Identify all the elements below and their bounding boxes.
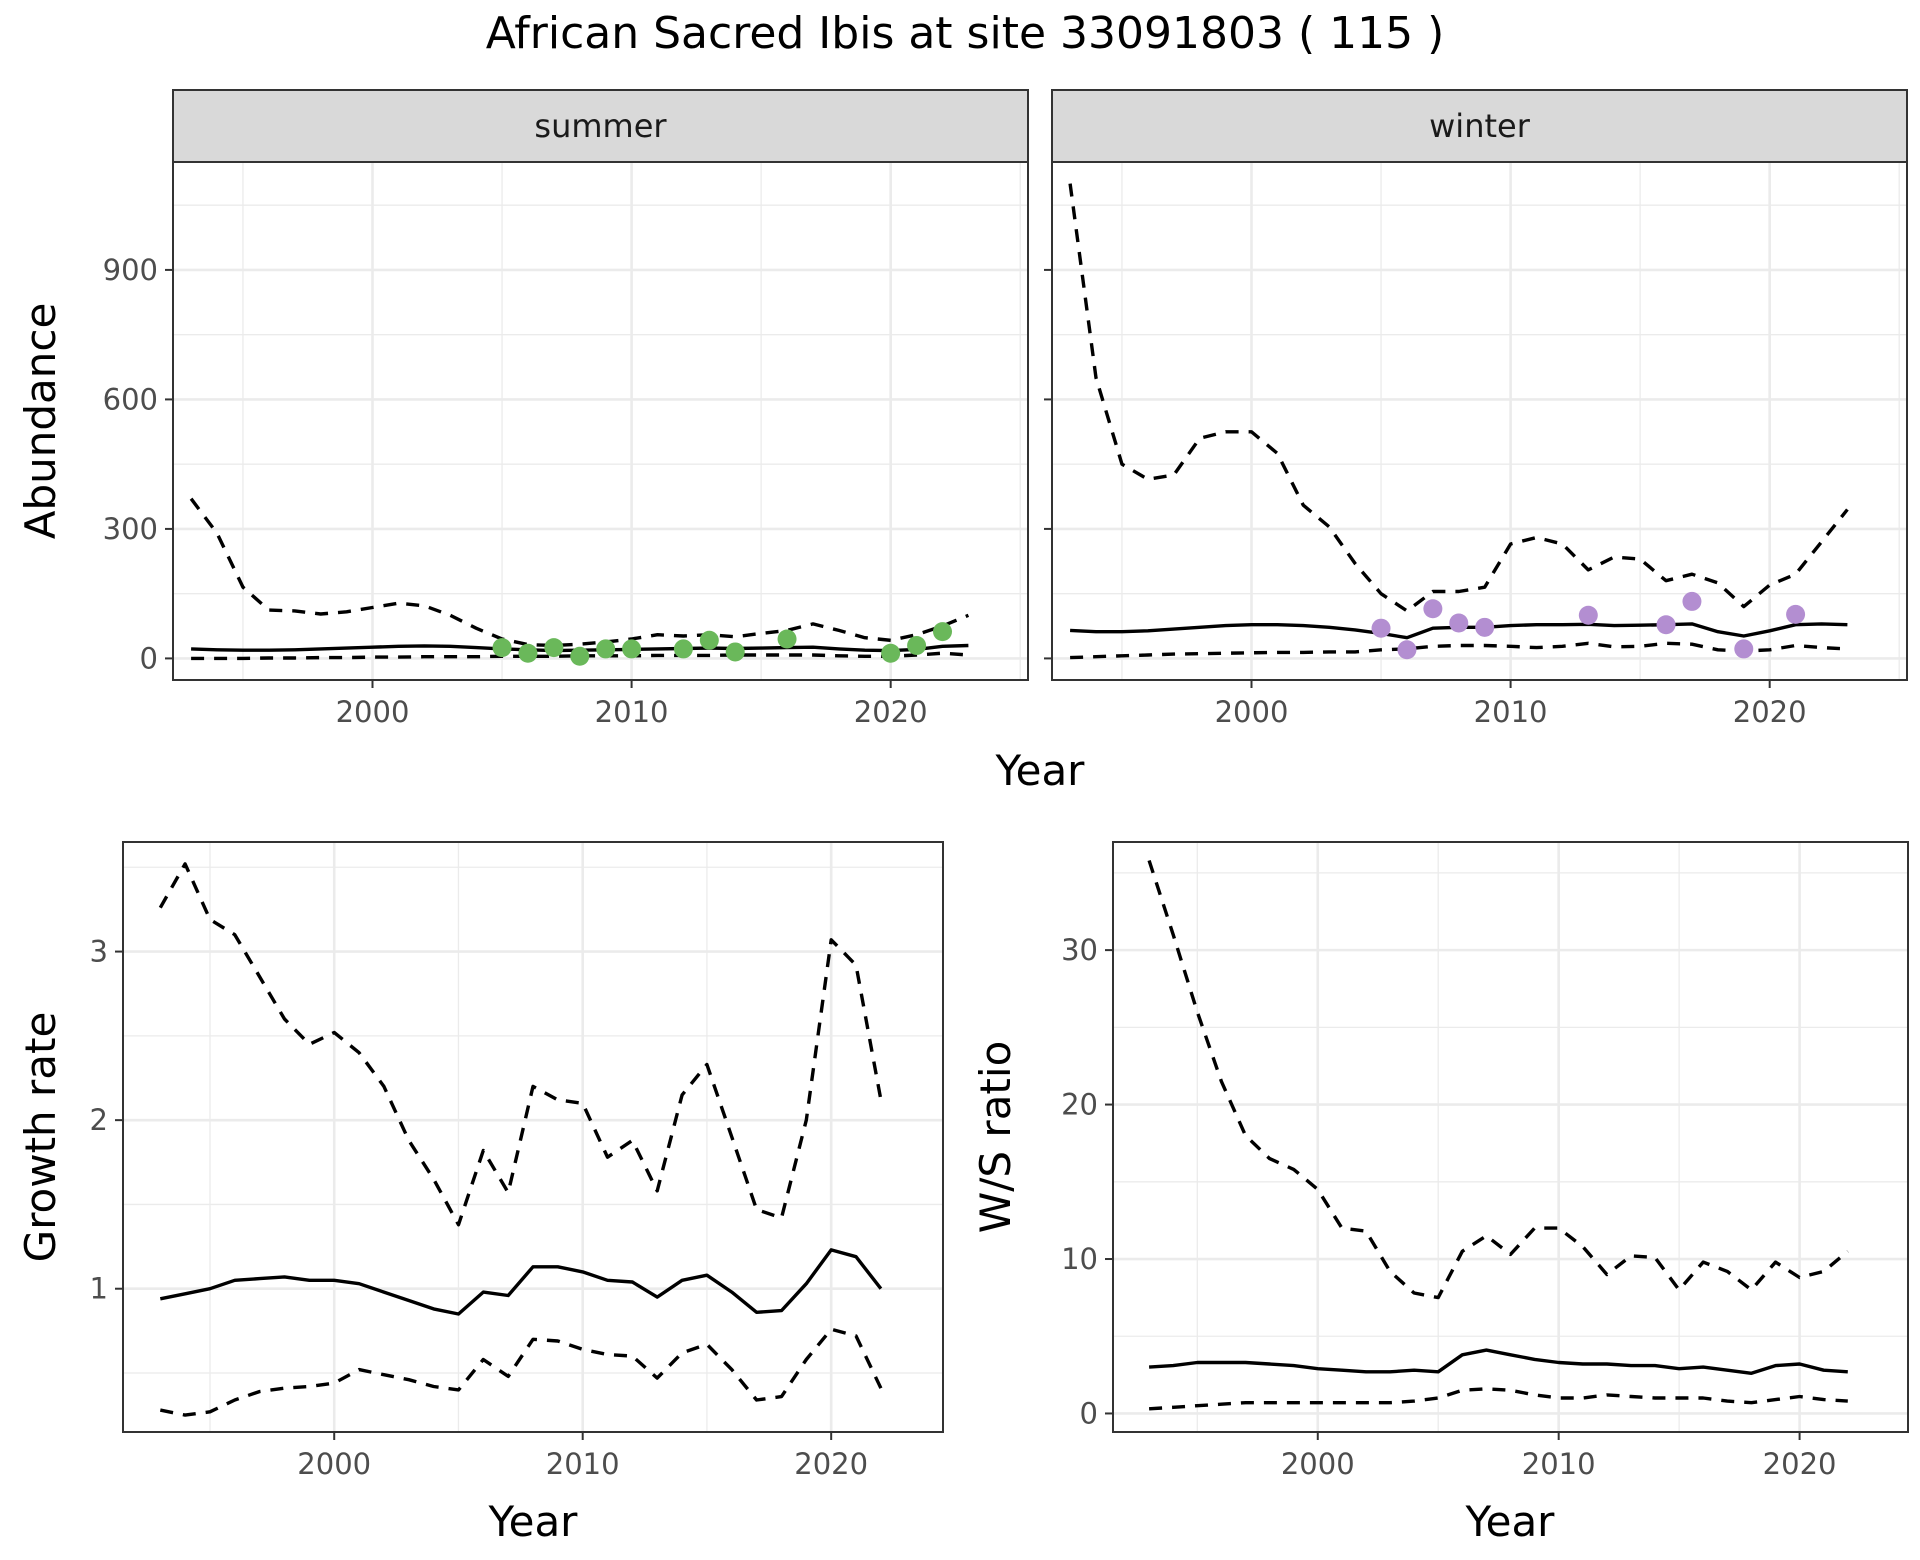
summer-observed-point [518,643,538,663]
summer-lower-line [191,651,969,661]
summer-panel-border [172,161,1029,681]
y-tick-label: 0 [1080,1396,1098,1430]
winter-observed-point [1734,639,1754,659]
y-tick-label: 0 [140,641,158,675]
summer-observed-point [544,638,564,658]
winter-upper-line [1068,183,1849,613]
winter-observed-point [1475,617,1495,637]
y-tick-label: 1 [90,1272,108,1306]
winter-observed-point [1423,599,1443,619]
summer-upper-line [189,497,970,648]
x-tick-label: 2000 [1281,1447,1355,1481]
winter-observed-point [1578,605,1598,625]
x-tick-label: 2020 [794,1447,868,1481]
x-tick-label: 2010 [595,695,669,729]
y-tick-label: 2 [90,1103,108,1137]
winter-observed-point [1786,604,1806,624]
x-tick-label: 2020 [854,695,928,729]
x-tick-label: 2010 [1522,1447,1596,1481]
x-tick-label: 2010 [546,1447,620,1481]
abundance-x-axis-title: Year [995,746,1086,795]
growth-rate-panel-border [122,841,944,1433]
x-tick-label: 2020 [1763,1447,1837,1481]
ws-ratio-panel: 2000 2010 2020 0 10 20 30 [1061,841,1909,1481]
winter-observed-point [1449,613,1469,633]
growth-rate-x-axis-title: Year [488,1497,579,1546]
growth-lower-line [159,1327,883,1417]
summer-observed-point [777,629,797,649]
ws-ratio-y-axis-title: W/S ratio [971,1041,1020,1234]
winter-observed-point [1656,615,1676,635]
summer-observed-point [907,635,927,655]
winter-observed-point [1371,618,1391,638]
summer-strip-label: summer [534,107,667,145]
summer-observed-point [881,643,901,663]
ws-ratio-panel-border [1112,841,1909,1433]
x-tick-label: 2010 [1474,695,1548,729]
winter-panel: winter 2000 2010 2020 [1044,89,1908,729]
summer-observed-point [622,639,642,659]
x-tick-label: 2000 [297,1447,371,1481]
x-tick-label: 2020 [1733,695,1807,729]
growth-estimate-line [159,1248,883,1316]
summer-observed-point [596,639,616,659]
winter-lower-line [1070,641,1848,660]
summer-observed-point [570,646,590,666]
y-tick-label: 600 [103,382,158,416]
summer-panel: summer 2000 2010 2020 0 300 600 900 [103,89,1029,729]
y-tick-label: 30 [1061,933,1098,967]
summer-observed-point [725,642,745,662]
summer-observed-point [492,638,512,658]
ws-ratio-x-axis-title: Year [1465,1497,1556,1546]
growth-upper-line [158,862,883,1227]
summer-strip [172,89,1029,163]
y-tick-label: 900 [103,253,158,287]
summer-observed-point [673,639,693,659]
y-tick-label: 10 [1061,1242,1098,1276]
x-tick-label: 2000 [1215,695,1289,729]
winter-observed-point [1397,640,1417,660]
abundance-y-axis-title: Abundance [16,303,65,540]
y-tick-label: 20 [1061,1088,1098,1122]
x-tick-label: 2000 [336,695,410,729]
figure-title: African Sacred Ibis at site 33091803 ( 1… [486,8,1444,59]
ratio-upper-line [1147,859,1849,1300]
growth-rate-panel: 2000 2010 2020 1 2 3 [90,841,944,1481]
y-tick-label: 3 [90,935,108,969]
winter-strip [1051,89,1908,163]
summer-observed-point [699,630,719,650]
ratio-lower-line [1148,1387,1848,1411]
y-tick-label: 300 [103,512,158,546]
summer-observed-point [933,622,952,642]
winter-strip-label: winter [1429,107,1531,145]
winter-observed-point [1682,591,1702,611]
ratio-estimate-line [1148,1348,1848,1376]
growth-rate-y-axis-title: Growth rate [16,1012,65,1263]
winter-panel-border [1051,161,1908,681]
